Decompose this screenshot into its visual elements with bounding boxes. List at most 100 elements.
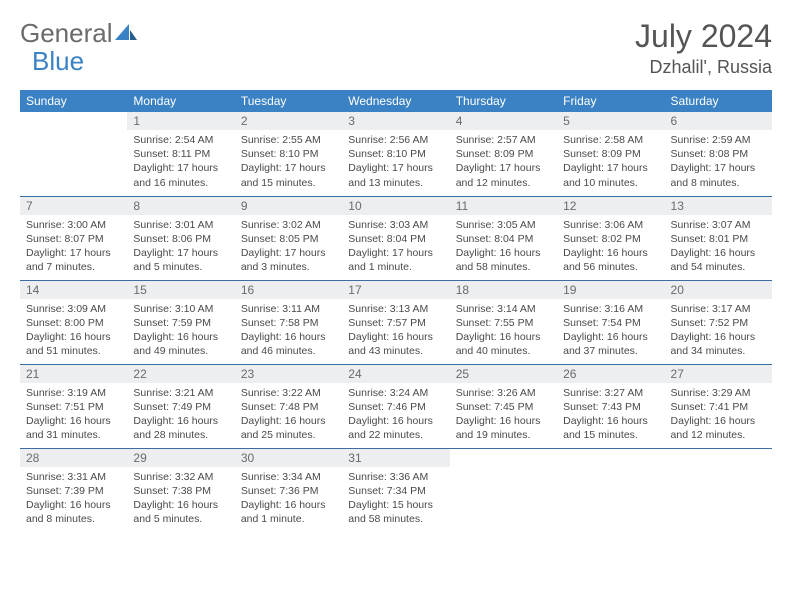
day-number: 20 bbox=[665, 281, 772, 299]
calendar-week: 7Sunrise: 3:00 AMSunset: 8:07 PMDaylight… bbox=[20, 196, 772, 280]
day-number: 29 bbox=[127, 449, 234, 467]
calendar-cell: 23Sunrise: 3:22 AMSunset: 7:48 PMDayligh… bbox=[235, 364, 342, 448]
day-details: Sunrise: 3:17 AMSunset: 7:52 PMDaylight:… bbox=[665, 299, 772, 363]
calendar-cell: 18Sunrise: 3:14 AMSunset: 7:55 PMDayligh… bbox=[450, 280, 557, 364]
day-number: 6 bbox=[665, 112, 772, 130]
weekday-header: Tuesday bbox=[235, 90, 342, 112]
day-details: Sunrise: 3:31 AMSunset: 7:39 PMDaylight:… bbox=[20, 467, 127, 531]
day-details: Sunrise: 3:29 AMSunset: 7:41 PMDaylight:… bbox=[665, 383, 772, 447]
day-details: Sunrise: 3:19 AMSunset: 7:51 PMDaylight:… bbox=[20, 383, 127, 447]
day-details: Sunrise: 3:07 AMSunset: 8:01 PMDaylight:… bbox=[665, 215, 772, 279]
calendar-cell: 9Sunrise: 3:02 AMSunset: 8:05 PMDaylight… bbox=[235, 196, 342, 280]
location: Dzhalil', Russia bbox=[635, 57, 772, 78]
day-number: 2 bbox=[235, 112, 342, 130]
day-details: Sunrise: 3:06 AMSunset: 8:02 PMDaylight:… bbox=[557, 215, 664, 279]
calendar-body: 1Sunrise: 2:54 AMSunset: 8:11 PMDaylight… bbox=[20, 112, 772, 532]
calendar-cell: 25Sunrise: 3:26 AMSunset: 7:45 PMDayligh… bbox=[450, 364, 557, 448]
day-number: 30 bbox=[235, 449, 342, 467]
calendar-cell: 1Sunrise: 2:54 AMSunset: 8:11 PMDaylight… bbox=[127, 112, 234, 196]
calendar-table: SundayMondayTuesdayWednesdayThursdayFrid… bbox=[20, 90, 772, 532]
month-title: July 2024 bbox=[635, 18, 772, 55]
day-number: 13 bbox=[665, 197, 772, 215]
calendar-cell bbox=[557, 448, 664, 532]
weekday-header: Wednesday bbox=[342, 90, 449, 112]
day-details: Sunrise: 3:32 AMSunset: 7:38 PMDaylight:… bbox=[127, 467, 234, 531]
day-details: Sunrise: 3:13 AMSunset: 7:57 PMDaylight:… bbox=[342, 299, 449, 363]
calendar-cell: 12Sunrise: 3:06 AMSunset: 8:02 PMDayligh… bbox=[557, 196, 664, 280]
day-number: 3 bbox=[342, 112, 449, 130]
day-details: Sunrise: 3:10 AMSunset: 7:59 PMDaylight:… bbox=[127, 299, 234, 363]
day-details: Sunrise: 3:09 AMSunset: 8:00 PMDaylight:… bbox=[20, 299, 127, 363]
day-number: 10 bbox=[342, 197, 449, 215]
calendar-cell: 8Sunrise: 3:01 AMSunset: 8:06 PMDaylight… bbox=[127, 196, 234, 280]
day-number: 4 bbox=[450, 112, 557, 130]
day-details: Sunrise: 3:14 AMSunset: 7:55 PMDaylight:… bbox=[450, 299, 557, 363]
day-details: Sunrise: 2:54 AMSunset: 8:11 PMDaylight:… bbox=[127, 130, 234, 194]
day-details: Sunrise: 3:02 AMSunset: 8:05 PMDaylight:… bbox=[235, 215, 342, 279]
calendar-cell: 13Sunrise: 3:07 AMSunset: 8:01 PMDayligh… bbox=[665, 196, 772, 280]
day-number: 26 bbox=[557, 365, 664, 383]
day-details: Sunrise: 3:26 AMSunset: 7:45 PMDaylight:… bbox=[450, 383, 557, 447]
day-number: 31 bbox=[342, 449, 449, 467]
day-number: 15 bbox=[127, 281, 234, 299]
day-number: 19 bbox=[557, 281, 664, 299]
calendar-cell: 3Sunrise: 2:56 AMSunset: 8:10 PMDaylight… bbox=[342, 112, 449, 196]
calendar-week: 14Sunrise: 3:09 AMSunset: 8:00 PMDayligh… bbox=[20, 280, 772, 364]
day-number: 27 bbox=[665, 365, 772, 383]
day-details: Sunrise: 3:05 AMSunset: 8:04 PMDaylight:… bbox=[450, 215, 557, 279]
calendar-cell: 2Sunrise: 2:55 AMSunset: 8:10 PMDaylight… bbox=[235, 112, 342, 196]
day-number: 24 bbox=[342, 365, 449, 383]
day-details: Sunrise: 2:56 AMSunset: 8:10 PMDaylight:… bbox=[342, 130, 449, 194]
day-number: 14 bbox=[20, 281, 127, 299]
day-number: 12 bbox=[557, 197, 664, 215]
calendar-cell: 17Sunrise: 3:13 AMSunset: 7:57 PMDayligh… bbox=[342, 280, 449, 364]
calendar-cell: 11Sunrise: 3:05 AMSunset: 8:04 PMDayligh… bbox=[450, 196, 557, 280]
calendar-cell: 16Sunrise: 3:11 AMSunset: 7:58 PMDayligh… bbox=[235, 280, 342, 364]
calendar-cell: 27Sunrise: 3:29 AMSunset: 7:41 PMDayligh… bbox=[665, 364, 772, 448]
calendar-head: SundayMondayTuesdayWednesdayThursdayFrid… bbox=[20, 90, 772, 112]
weekday-header: Saturday bbox=[665, 90, 772, 112]
day-details: Sunrise: 3:21 AMSunset: 7:49 PMDaylight:… bbox=[127, 383, 234, 447]
calendar-week: 21Sunrise: 3:19 AMSunset: 7:51 PMDayligh… bbox=[20, 364, 772, 448]
day-number: 25 bbox=[450, 365, 557, 383]
logo-text-1: General bbox=[20, 18, 113, 49]
calendar-cell: 19Sunrise: 3:16 AMSunset: 7:54 PMDayligh… bbox=[557, 280, 664, 364]
calendar-cell: 5Sunrise: 2:58 AMSunset: 8:09 PMDaylight… bbox=[557, 112, 664, 196]
day-details: Sunrise: 3:22 AMSunset: 7:48 PMDaylight:… bbox=[235, 383, 342, 447]
day-number: 22 bbox=[127, 365, 234, 383]
day-number: 28 bbox=[20, 449, 127, 467]
day-number: 7 bbox=[20, 197, 127, 215]
calendar-cell: 20Sunrise: 3:17 AMSunset: 7:52 PMDayligh… bbox=[665, 280, 772, 364]
day-details: Sunrise: 3:36 AMSunset: 7:34 PMDaylight:… bbox=[342, 467, 449, 531]
weekday-header: Friday bbox=[557, 90, 664, 112]
calendar-cell: 28Sunrise: 3:31 AMSunset: 7:39 PMDayligh… bbox=[20, 448, 127, 532]
calendar-week: 1Sunrise: 2:54 AMSunset: 8:11 PMDaylight… bbox=[20, 112, 772, 196]
day-details: Sunrise: 3:16 AMSunset: 7:54 PMDaylight:… bbox=[557, 299, 664, 363]
sail-icon bbox=[115, 18, 137, 49]
day-number: 17 bbox=[342, 281, 449, 299]
day-details: Sunrise: 3:03 AMSunset: 8:04 PMDaylight:… bbox=[342, 215, 449, 279]
calendar-cell: 30Sunrise: 3:34 AMSunset: 7:36 PMDayligh… bbox=[235, 448, 342, 532]
day-details: Sunrise: 3:34 AMSunset: 7:36 PMDaylight:… bbox=[235, 467, 342, 531]
logo: General bbox=[20, 18, 141, 49]
day-number: 5 bbox=[557, 112, 664, 130]
title-block: July 2024 Dzhalil', Russia bbox=[635, 18, 772, 78]
calendar-cell bbox=[665, 448, 772, 532]
calendar-week: 28Sunrise: 3:31 AMSunset: 7:39 PMDayligh… bbox=[20, 448, 772, 532]
day-details: Sunrise: 2:57 AMSunset: 8:09 PMDaylight:… bbox=[450, 130, 557, 194]
logo-text-2: Blue bbox=[32, 46, 84, 77]
calendar-cell: 29Sunrise: 3:32 AMSunset: 7:38 PMDayligh… bbox=[127, 448, 234, 532]
day-details: Sunrise: 3:00 AMSunset: 8:07 PMDaylight:… bbox=[20, 215, 127, 279]
day-details: Sunrise: 3:11 AMSunset: 7:58 PMDaylight:… bbox=[235, 299, 342, 363]
day-number: 18 bbox=[450, 281, 557, 299]
weekday-header: Thursday bbox=[450, 90, 557, 112]
day-number: 11 bbox=[450, 197, 557, 215]
day-number: 16 bbox=[235, 281, 342, 299]
calendar-cell: 6Sunrise: 2:59 AMSunset: 8:08 PMDaylight… bbox=[665, 112, 772, 196]
calendar-cell bbox=[20, 112, 127, 196]
day-details: Sunrise: 2:58 AMSunset: 8:09 PMDaylight:… bbox=[557, 130, 664, 194]
calendar-cell: 24Sunrise: 3:24 AMSunset: 7:46 PMDayligh… bbox=[342, 364, 449, 448]
day-details: Sunrise: 3:27 AMSunset: 7:43 PMDaylight:… bbox=[557, 383, 664, 447]
calendar-cell: 21Sunrise: 3:19 AMSunset: 7:51 PMDayligh… bbox=[20, 364, 127, 448]
calendar-cell bbox=[450, 448, 557, 532]
